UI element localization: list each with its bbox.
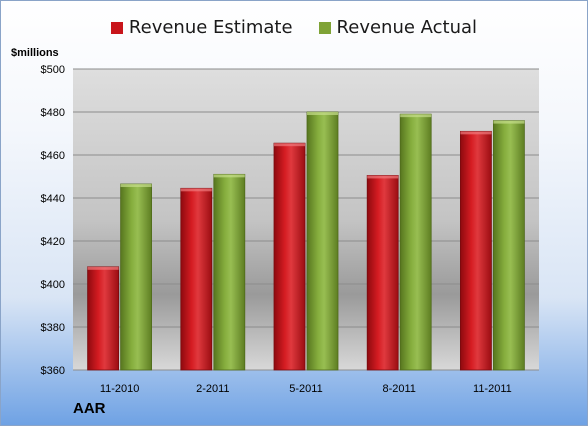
x-tick-label: 8-2011 xyxy=(382,383,415,395)
y-axis-unit-label: $millions xyxy=(11,47,59,59)
bar-revenue-actual-highlight xyxy=(493,120,525,124)
x-tick-label: 11-2010 xyxy=(100,383,140,395)
y-tick-label: $440 xyxy=(41,193,65,205)
bar-revenue-actual-highlight xyxy=(120,184,152,188)
bar-revenue-estimate xyxy=(180,187,213,371)
y-tick-label: $380 xyxy=(41,322,65,334)
legend-label-actual: Revenue Actual xyxy=(336,17,478,38)
bars xyxy=(87,111,525,371)
bar-revenue-actual xyxy=(399,113,432,371)
legend-label-estimate: Revenue Estimate xyxy=(128,17,293,38)
bar-revenue-actual xyxy=(306,111,339,371)
y-tick-label: $480 xyxy=(41,107,65,119)
bar-revenue-estimate-highlight xyxy=(367,175,399,179)
legend-swatch-estimate xyxy=(110,21,123,34)
bar-revenue-estimate xyxy=(273,142,306,371)
bar-revenue-estimate-highlight xyxy=(460,131,492,135)
company-label: AAR xyxy=(73,400,106,417)
bar-revenue-actual xyxy=(492,120,525,371)
bar-revenue-actual-highlight xyxy=(213,174,245,178)
bar-revenue-actual-highlight xyxy=(307,112,338,115)
x-tick-label: 2-2011 xyxy=(196,383,229,395)
legend-swatch-actual xyxy=(318,21,331,34)
bar-revenue-estimate xyxy=(87,266,119,371)
bar-revenue-estimate xyxy=(366,175,399,371)
bar-revenue-estimate-highlight xyxy=(274,143,305,147)
legend-entry-estimate: Revenue Estimate xyxy=(110,17,293,38)
y-tick-label: $360 xyxy=(41,365,65,377)
bar-revenue-actual xyxy=(120,183,152,371)
y-tick-label: $460 xyxy=(41,150,65,162)
y-axis-ticks: $360 $380 $400 $420 $440 $460 $480 $500 xyxy=(41,64,65,377)
bar-revenue-actual xyxy=(213,173,246,371)
bar-revenue-actual-highlight xyxy=(400,114,432,118)
bar-revenue-estimate-highlight xyxy=(87,266,119,270)
legend: Revenue Estimate Revenue Actual xyxy=(1,17,587,38)
legend-entry-actual: Revenue Actual xyxy=(318,17,478,38)
bar-revenue-estimate-highlight xyxy=(180,188,212,192)
y-tick-label: $500 xyxy=(41,64,65,76)
bar-revenue-estimate xyxy=(459,130,492,371)
y-tick-label: $400 xyxy=(41,279,65,291)
x-axis-ticks: 11-2010 2-2011 5-2011 8-2011 11-2011 xyxy=(100,383,512,395)
y-tick-label: $420 xyxy=(41,236,65,248)
x-tick-label: 11-2011 xyxy=(473,383,512,395)
x-tick-label: 5-2011 xyxy=(289,383,322,395)
